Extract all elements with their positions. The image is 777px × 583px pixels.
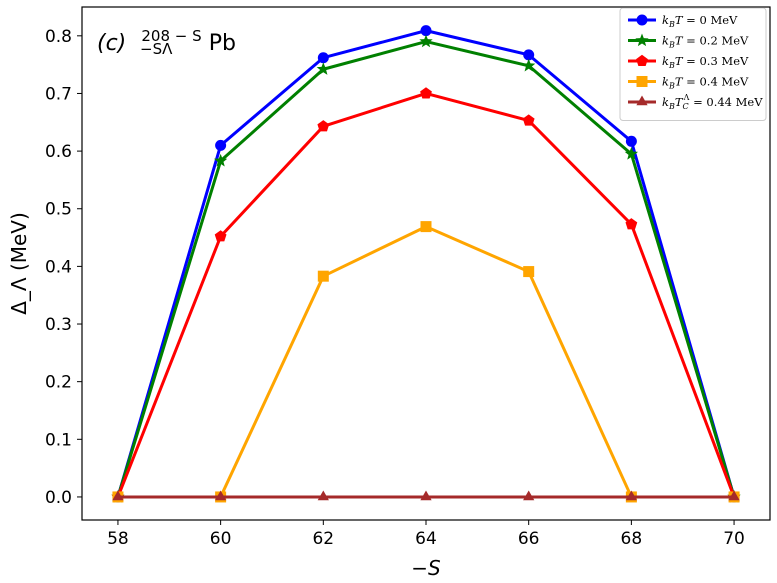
- legend-marker: [635, 33, 649, 47]
- panel-label: (c): [97, 31, 126, 56]
- series-layer: [111, 25, 741, 503]
- legend-label: kBT = 0 MeV: [662, 13, 738, 29]
- x-tick-label: 58: [107, 529, 129, 549]
- legend-label: kBT = 0.3 MeV: [662, 54, 749, 70]
- y-tick-label: 0.0: [45, 488, 72, 508]
- data-point: [420, 87, 432, 99]
- legend-entry: kBT = 0 MeV: [628, 13, 738, 29]
- plot-frame: [81, 6, 771, 521]
- data-point: [317, 52, 329, 64]
- panel-element: Pb: [209, 31, 236, 56]
- data-point: [317, 120, 330, 132]
- y-tick-label: 0.2: [45, 373, 72, 393]
- legend: kBT = 0 MeV kBT = 0.2 MeV kBT = 0.3 MeV kBT…: [619, 7, 767, 121]
- data-point: [420, 221, 432, 233]
- legend-entry: kBT = 0.2 MeV: [628, 33, 749, 50]
- data-point: [215, 139, 227, 151]
- panel-annotation: (c) 208 − S Pb: [97, 26, 236, 56]
- legend-entry: kBT = 0.3 MeV: [628, 54, 749, 70]
- data-point: [624, 146, 639, 160]
- y-tick-label: 0.8: [45, 27, 72, 47]
- data-point: [316, 62, 330, 75]
- y-tick-label: 0.5: [45, 200, 72, 220]
- legend-box: [619, 7, 767, 121]
- data-point: [420, 490, 432, 501]
- data-point: [523, 266, 535, 278]
- y-tick-label: 0.6: [45, 142, 72, 162]
- y-tick-label: 0.1: [45, 430, 72, 450]
- data-point: [215, 490, 227, 501]
- data-point: [625, 135, 637, 147]
- y-tick-label: 0.4: [45, 257, 72, 277]
- panel-subscript: −SΛ: [140, 40, 173, 58]
- legend-label: kBT = 0.4 MeV: [662, 75, 749, 91]
- data-point: [420, 25, 432, 37]
- x-tick-label: 60: [210, 529, 232, 549]
- legend-marker: [636, 95, 648, 106]
- data-point: [419, 34, 433, 48]
- x-tick-label: 64: [415, 529, 437, 549]
- data-point: [522, 58, 536, 72]
- y-tick-label: 0.3: [45, 315, 72, 335]
- data-point: [213, 153, 228, 167]
- data-point: [214, 230, 227, 242]
- y-axis-label: Δ_Λ (MeV): [7, 212, 31, 315]
- data-point: [625, 490, 637, 501]
- data-point: [522, 114, 535, 126]
- x-axis-label: −S: [411, 556, 441, 580]
- x-tick-label: 62: [312, 529, 334, 549]
- data-point: [625, 218, 638, 230]
- panel-superscript: 208 − S: [141, 27, 201, 45]
- legend-label: kBTCΛ = 0.44 MeV: [662, 93, 763, 111]
- data-point: [523, 490, 535, 501]
- data-point: [317, 490, 329, 501]
- data-point: [523, 49, 535, 61]
- x-tick-label: 70: [723, 529, 745, 549]
- y-tick-label: 0.7: [45, 84, 72, 104]
- legend-marker: [636, 54, 648, 67]
- series: [112, 490, 740, 501]
- data-point: [317, 270, 329, 282]
- x-tick-label: 68: [621, 529, 643, 549]
- legend-label: kBT = 0.2 MeV: [662, 34, 749, 50]
- data-point: [728, 490, 740, 501]
- legend-marker: [636, 76, 648, 87]
- legend-entry: kBT = 0.4 MeV: [628, 75, 749, 91]
- ticks-layer: 58 60 62 64 66 68 70 0.0 0.1 0.2 0.3 0.4 0.5 0.6 0.7 0.…: [45, 27, 745, 549]
- x-tick-label: 66: [518, 529, 540, 549]
- data-point: [112, 490, 124, 501]
- legend-marker: [636, 14, 648, 26]
- legend-entry: kBTCΛ = 0.44 MeV: [628, 93, 763, 111]
